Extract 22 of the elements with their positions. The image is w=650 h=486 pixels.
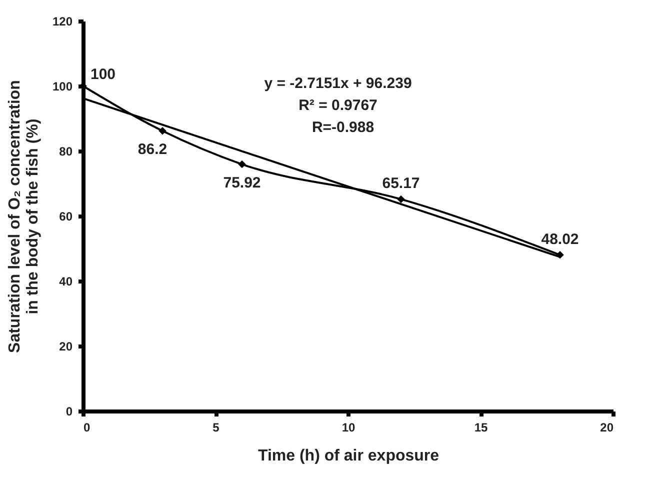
data-label: 65.17 xyxy=(382,175,420,192)
x-tick-label: 10 xyxy=(342,420,356,434)
data-label: 48.02 xyxy=(541,230,579,248)
y-tick-label: 60 xyxy=(59,210,73,224)
y-tick-label: 40 xyxy=(59,274,73,288)
data-label: 86.2 xyxy=(138,140,168,158)
data-label: 75.92 xyxy=(223,174,261,192)
x-tick-label: 20 xyxy=(600,420,614,434)
y-tick-label: 120 xyxy=(52,14,73,28)
x-tick-label: 0 xyxy=(84,420,90,434)
y-tick-label: 0 xyxy=(66,404,73,418)
y-tick-label: 100 xyxy=(52,80,73,94)
annotation: R² = 0.9767 xyxy=(298,97,378,114)
y-axis-title: Saturation level of O₂ concentration in the body of the fish (%) xyxy=(6,80,42,353)
x-tick-label: 5 xyxy=(212,420,220,434)
x-axis-title: Time (h) of air exposure xyxy=(258,448,440,464)
annotation: R=-0.988 xyxy=(312,119,374,136)
annotation: y = -2.7151x + 96.239 xyxy=(264,75,412,92)
x-tick-label: 15 xyxy=(474,420,488,434)
data-label: 100 xyxy=(90,66,116,83)
y-tick-label: 20 xyxy=(59,340,73,354)
y-tick-label: 80 xyxy=(59,144,73,158)
